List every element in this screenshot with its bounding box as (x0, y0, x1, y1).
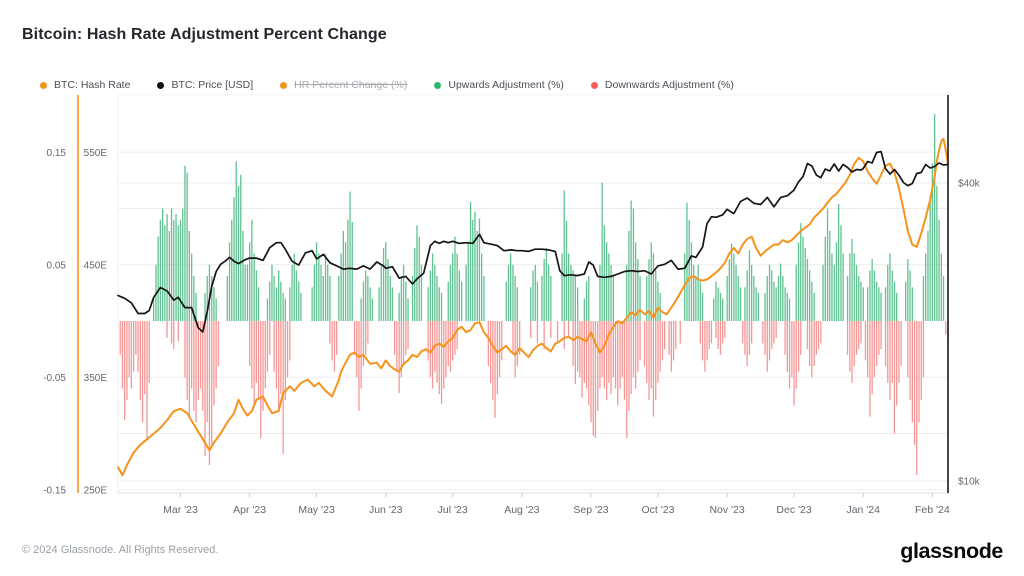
svg-text:Jan '24: Jan '24 (846, 504, 880, 516)
legend-item-downwards-adjustment[interactable]: Downwards Adjustment (%) (590, 79, 734, 91)
chart-legend: BTC: Hash Rate BTC: Price [USD] HR Percent… (40, 79, 734, 91)
x-axis-labels: Mar '23 Apr '23 May '23 Jun '23 Jul '23 Aug '… (163, 493, 950, 516)
svg-text:Jul '23: Jul '23 (438, 504, 468, 516)
svg-text:Feb '24: Feb '24 (915, 504, 950, 516)
svg-text:Dec '23: Dec '23 (776, 504, 811, 516)
series-btc-price-usd (117, 150, 949, 333)
svg-text:-0.05: -0.05 (43, 373, 66, 384)
page-title: Bitcoin: Hash Rate Adjustment Percent Ch… (22, 26, 387, 43)
percent-axis-labels: 0.15 0.05 -0.05 -0.15 (43, 148, 66, 497)
legend-dot-icon (157, 81, 165, 89)
svg-text:Jun '23: Jun '23 (369, 504, 403, 516)
legend-item-btc-hash-rate[interactable]: BTC: Hash Rate (40, 79, 130, 91)
svg-text:250E: 250E (84, 485, 108, 496)
copyright-text: © 2024 Glassnode. All Rights Reserved. (22, 544, 219, 556)
series-upwards-adjustment (153, 114, 945, 322)
svg-text:$10k: $10k (958, 477, 981, 488)
legend-item-btc-price-usd[interactable]: BTC: Price [USD] (157, 79, 253, 91)
svg-text:450E: 450E (84, 260, 108, 271)
svg-text:0.15: 0.15 (47, 148, 67, 159)
hashrate-axis-labels: 550E 450E 350E 250E (84, 148, 108, 496)
glassnode-logo: glassnode (900, 539, 1003, 563)
legend-item-upwards-adjustment[interactable]: Upwards Adjustment (%) (434, 79, 564, 91)
legend-dot-icon (434, 81, 442, 89)
svg-text:Sep '23: Sep '23 (573, 504, 608, 516)
svg-text:Aug '23: Aug '23 (504, 504, 539, 516)
legend-dot-icon (590, 81, 598, 89)
series-downwards-adjustment (119, 321, 949, 476)
legend-item-label: BTC: Price [USD] (171, 79, 254, 91)
legend-item-label: HR Percent Change (%) (294, 79, 408, 91)
legend-item-label: Downwards Adjustment (%) (604, 79, 734, 91)
svg-text:May '23: May '23 (298, 504, 335, 516)
svg-text:0.05: 0.05 (47, 260, 67, 271)
legend-dot-icon (40, 81, 47, 89)
gridlines (117, 94, 948, 493)
svg-text:550E: 550E (84, 148, 108, 159)
svg-text:Apr '23: Apr '23 (233, 504, 266, 516)
legend-dot-icon (280, 81, 288, 89)
svg-text:Mar '23: Mar '23 (163, 504, 198, 516)
price-axis-labels: $40k $10k (958, 179, 981, 488)
svg-text:$40k: $40k (958, 179, 981, 190)
svg-text:-0.15: -0.15 (43, 485, 66, 496)
axis-lines (77, 95, 949, 494)
legend-item-label: Upwards Adjustment (%) (448, 79, 564, 91)
svg-text:350E: 350E (84, 373, 108, 384)
svg-text:Oct '23: Oct '23 (641, 504, 674, 516)
svg-text:Nov '23: Nov '23 (709, 504, 744, 516)
series-btc-hash-rate (117, 137, 949, 477)
legend-item-hr-percent-change[interactable]: HR Percent Change (%) (280, 79, 407, 91)
legend-item-label: BTC: Hash Rate (54, 79, 131, 91)
